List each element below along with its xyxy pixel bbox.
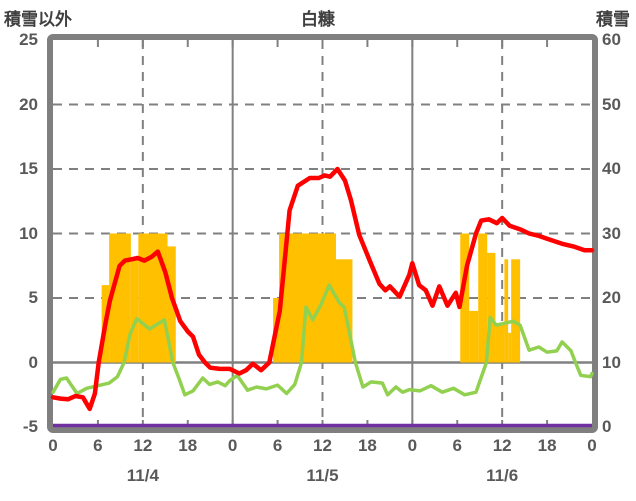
precipitation-bar <box>109 233 131 363</box>
precipitation-bar <box>279 233 336 363</box>
green-line <box>51 283 594 397</box>
chart-title: 白糠 <box>301 10 335 29</box>
red-temperature-line <box>50 166 595 412</box>
precipitation-bar <box>167 246 176 363</box>
precipitation-bar <box>511 259 521 363</box>
precipitation-bar <box>130 259 139 363</box>
left-axis-title: 積雪以外 <box>4 10 72 29</box>
precipitation-bar <box>495 323 505 363</box>
precipitation-bar <box>469 310 479 363</box>
precipitation-bar <box>504 259 509 363</box>
precipitation-bar <box>478 233 488 363</box>
chart-frame <box>47 34 598 433</box>
right-axis-title: 積雪 <box>596 10 630 29</box>
precipitation-bar <box>508 332 512 363</box>
precipitation-bar <box>460 233 470 363</box>
precipitation-bar <box>487 252 496 363</box>
